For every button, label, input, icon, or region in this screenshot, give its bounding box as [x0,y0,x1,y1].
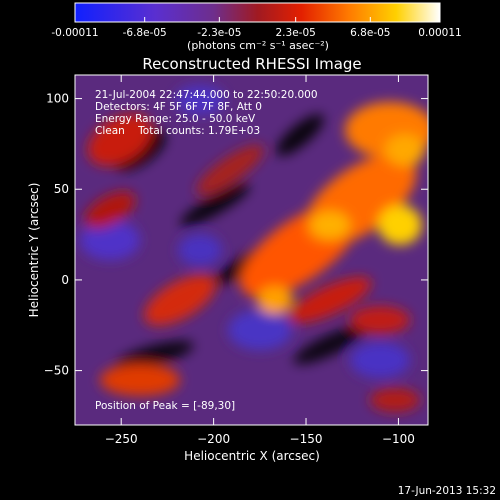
y-axis-ticks: −50 0 50 100 [44,92,428,378]
x-tick-label: −100 [382,432,415,446]
annotation-time: 21-Jul-2004 22:47:44.000 to 22:50:20.000 [95,89,318,101]
annotation-detectors: Detectors: 4F 5F 6F 7F 8F, Att 0 [95,101,262,113]
x-axis-label: Heliocentric X (arcsec) [184,449,320,463]
colorbar-tick-label: 2.3e-05 [276,27,316,39]
peak-position-label: Position of Peak = [-89,30] [95,400,235,412]
colorbar-tick-label: 6.8e-05 [350,27,390,39]
x-tick-label: −200 [197,432,230,446]
y-tick-label: −50 [44,364,69,378]
colorbar-tick-label: 0.00011 [418,27,461,39]
y-axis-label: Heliocentric Y (arcsec) [27,183,41,318]
colorbar-tick-label: -2.3e-05 [197,27,241,39]
chart-title: Reconstructed RHESSI Image [142,55,361,73]
heatmap-image [75,75,428,425]
y-tick-label: 50 [54,182,69,196]
colorbar [74,2,441,23]
annotation-clean-counts: Clean Total counts: 1.79E+03 [95,125,260,137]
x-axis-ticks: −250 −200 −150 −100 [105,75,415,446]
x-tick-label: −150 [290,432,323,446]
colorbar-unit-label: (photons cm⁻² s⁻¹ asec⁻²) [187,39,329,52]
annotations: 21-Jul-2004 22:47:44.000 to 22:50:20.000… [95,89,318,412]
annotation-energy: Energy Range: 25.0 - 50.0 keV [95,113,256,125]
colorbar-tick-label: -0.00011 [51,27,98,39]
y-tick-label: 100 [46,92,69,106]
y-tick-label: 0 [61,273,69,287]
colorbar-ticks: -0.00011 -6.8e-05 -2.3e-05 2.3e-05 6.8e-05 0.… [51,17,462,39]
x-tick-label: −250 [105,432,138,446]
footer-timestamp: 17-Jun-2013 15:32 [398,485,496,497]
colorbar-tick-label: -6.8e-05 [123,27,167,39]
plot-frame [74,74,429,426]
